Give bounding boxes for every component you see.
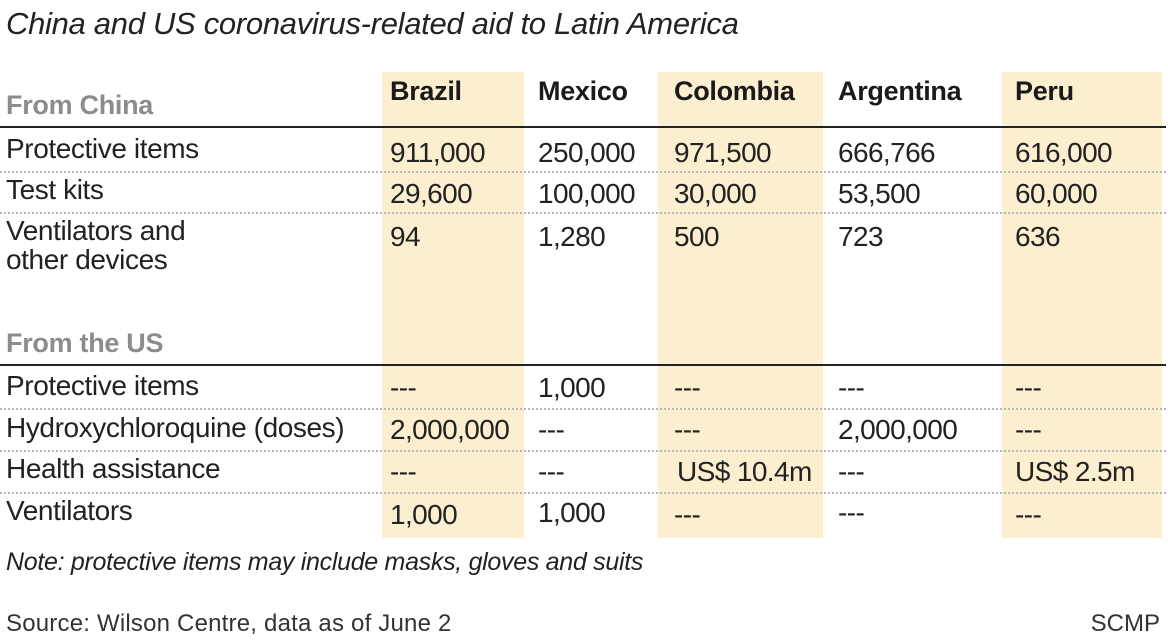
section-heading-us: From the US	[6, 328, 164, 358]
table-cell: ---	[838, 497, 865, 528]
column-highlight-brazil	[382, 72, 524, 538]
column-highlight-colombia	[658, 72, 823, 538]
column-header-colombia: Colombia	[674, 76, 795, 106]
column-header-mexico: Mexico	[538, 76, 628, 106]
row-label: Protective items	[6, 370, 199, 401]
table-cell: US$ 10.4m	[677, 456, 812, 487]
table-cell: ---	[674, 372, 701, 403]
table-cell: US$ 2.5m	[1015, 456, 1135, 487]
publisher-credit: SCMP	[1090, 610, 1160, 637]
table-cell: ---	[838, 372, 865, 403]
chart-title: China and US coronavirus-related aid to …	[6, 6, 739, 41]
table-cell: ---	[538, 456, 565, 487]
column-header-peru: Peru	[1015, 76, 1074, 106]
table-cell: 1,000	[538, 372, 606, 403]
table-cell: ---	[1015, 499, 1042, 530]
table-cell: ---	[1015, 414, 1042, 445]
column-header-argentina: Argentina	[838, 76, 962, 106]
table-cell: 250,000	[538, 137, 636, 168]
table-cell: 2,000,000	[390, 414, 510, 445]
table-cell: 1,000	[538, 497, 606, 528]
table-cell: 616,000	[1015, 137, 1113, 168]
footnote: Note: protective items may include masks…	[6, 548, 644, 576]
table-cell: 60,000	[1015, 178, 1098, 209]
table-cell: 94	[390, 221, 421, 252]
table-cell: ---	[1015, 372, 1042, 403]
row-label-line-2: other devices	[6, 244, 168, 275]
table-cell: 666,766	[838, 137, 936, 168]
table-cell: ---	[390, 456, 417, 487]
row-divider	[0, 212, 1166, 214]
row-label-line-1: Ventilators and	[6, 215, 186, 246]
table-cell: ---	[838, 456, 865, 487]
table-cell: 500	[674, 221, 720, 252]
table-cell: 1,000	[390, 499, 458, 530]
table-cell: ---	[390, 372, 417, 403]
table-cell: 53,500	[838, 178, 921, 209]
column-highlight-peru	[1002, 72, 1162, 538]
row-label: Health assistance	[6, 453, 221, 484]
table-cell: ---	[674, 499, 701, 530]
table-cell: 971,500	[674, 137, 772, 168]
table-cell: 1,280	[538, 221, 606, 252]
row-divider	[0, 492, 1166, 494]
column-header-brazil: Brazil	[390, 76, 462, 106]
table-cell: 100,000	[538, 178, 636, 209]
row-label: Test kits	[6, 174, 104, 205]
row-divider	[0, 450, 1166, 452]
table-cell: ---	[538, 414, 565, 445]
row-label: Protective items	[6, 133, 199, 164]
row-divider	[0, 171, 1166, 173]
table-cell: 911,000	[390, 137, 486, 168]
section-rule	[0, 126, 1166, 128]
table-cell: 636	[1015, 221, 1061, 252]
section-heading-china: From China	[6, 90, 154, 120]
table-cell: ---	[674, 414, 701, 445]
row-label: Hydroxychloroquine (doses)	[6, 412, 345, 443]
table-cell: 723	[838, 221, 884, 252]
table-cell: 29,600	[390, 178, 473, 209]
row-divider	[0, 408, 1166, 410]
source-line: Source: Wilson Centre, data as of June 2	[6, 610, 452, 637]
table-cell: 30,000	[674, 178, 757, 209]
section-rule	[0, 364, 1166, 366]
row-label: Ventilators	[6, 495, 133, 526]
table-cell: 2,000,000	[838, 414, 958, 445]
